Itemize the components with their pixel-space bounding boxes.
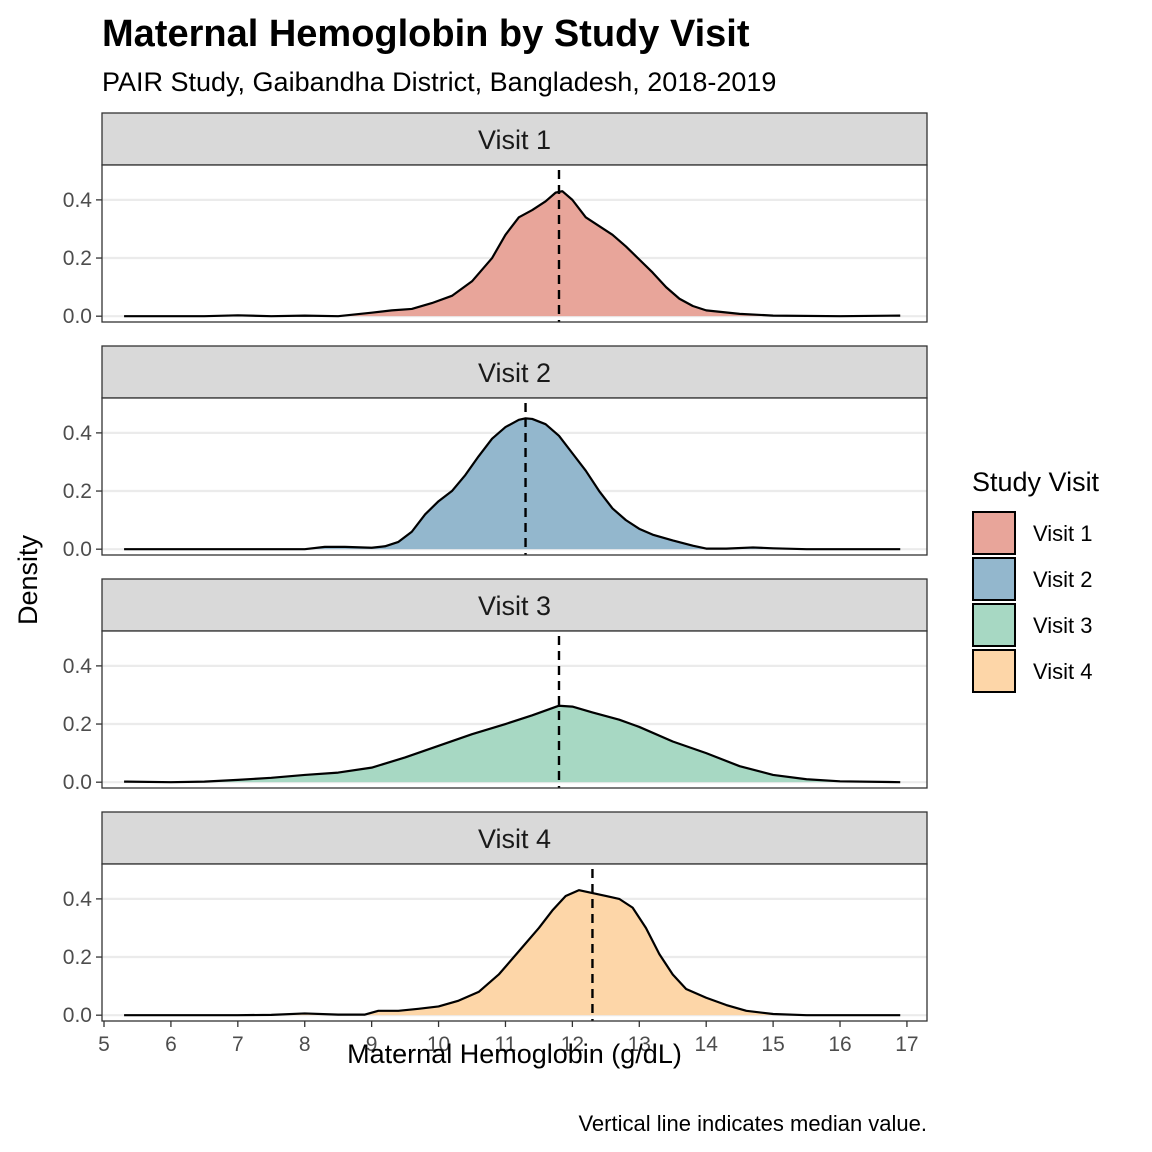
density-line-visit-1 xyxy=(124,190,901,318)
strip-label-visit-4: Visit 4 xyxy=(478,824,551,854)
x-tick-label: 11 xyxy=(495,1033,517,1056)
legend: Visit 1 Visit 2 Visit 3 Visit 4 xyxy=(972,511,1093,693)
density-area-visit-3 xyxy=(124,705,901,783)
density-line-visit-4 xyxy=(124,889,901,1017)
x-tick-label: 9 xyxy=(366,1033,378,1056)
chart-subtitle: PAIR Study, Gaibandha District, Banglade… xyxy=(102,67,776,97)
strip-label-visit-2: Visit 2 xyxy=(478,358,551,388)
density-line-visit-2 xyxy=(124,417,901,551)
y-tick-label-visit-2: 0.0 xyxy=(63,538,92,561)
x-tick-label: 14 xyxy=(695,1033,719,1056)
x-axis-title: Maternal Hemoglobin (g/dL) xyxy=(347,1039,682,1069)
panel-border-visit-1 xyxy=(101,164,928,323)
y-tick-label-visit-2: 0.4 xyxy=(63,422,93,445)
density-area-visit-2 xyxy=(124,418,901,550)
panel-border-visit-4 xyxy=(101,863,928,1022)
x-tick-label: 10 xyxy=(427,1033,450,1056)
x-tick-label: 15 xyxy=(761,1033,784,1056)
density-area-visit-1 xyxy=(124,191,901,317)
legend-key-visit-1 xyxy=(972,511,1016,555)
x-tick-label: 12 xyxy=(561,1033,584,1056)
y-tick-label-visit-4: 0.2 xyxy=(63,946,92,969)
x-axis: 5 6 7 8 9 10 11 12 13 14 15 16 17 xyxy=(98,1021,919,1056)
y-tick-label-visit-1: 0.4 xyxy=(63,189,93,212)
legend-title: Study Visit xyxy=(972,467,1100,497)
x-tick-label: 7 xyxy=(232,1033,244,1056)
y-tick-label-visit-4: 0.4 xyxy=(63,888,93,911)
legend-label-visit-1: Visit 1 xyxy=(1033,521,1093,546)
y-tick-label-visit-1: 0.2 xyxy=(63,247,92,270)
strip-visit-1 xyxy=(101,112,928,166)
strip-label-visit-1: Visit 1 xyxy=(478,125,551,155)
x-tick-label: 6 xyxy=(165,1033,177,1056)
facet-panels: Visit 1 0.0 0.2 0.4 Visit 2 0.0 0.2 0.4 Visit 3 0… xyxy=(63,112,928,1027)
x-tick-label: 16 xyxy=(828,1033,851,1056)
density-line-visit-3 xyxy=(124,704,901,784)
y-tick-label-visit-3: 0.4 xyxy=(63,655,93,678)
panel-visit-4: Visit 4 0.0 0.2 0.4 xyxy=(63,811,928,1027)
chart-title: Maternal Hemoglobin by Study Visit xyxy=(102,13,750,55)
legend-label-visit-3: Visit 3 xyxy=(1033,613,1093,638)
panel-border-visit-2 xyxy=(101,397,928,556)
chart-caption: Vertical line indicates median value. xyxy=(578,1111,927,1136)
legend-key-visit-3 xyxy=(972,603,1016,647)
strip-visit-3 xyxy=(101,578,928,632)
panel-visit-3: Visit 3 0.0 0.2 0.4 xyxy=(63,578,928,794)
legend-label-visit-4: Visit 4 xyxy=(1033,659,1093,684)
density-area-visit-4 xyxy=(124,890,901,1016)
panel-visit-1: Visit 1 0.0 0.2 0.4 xyxy=(63,112,928,328)
legend-label-visit-2: Visit 2 xyxy=(1033,567,1093,592)
y-tick-label-visit-3: 0.2 xyxy=(63,713,92,736)
panel-visit-2: Visit 2 0.0 0.2 0.4 xyxy=(63,345,928,561)
panel-border-visit-3 xyxy=(101,630,928,789)
y-tick-label-visit-4: 0.0 xyxy=(63,1004,92,1027)
legend-key-visit-4 xyxy=(972,649,1016,693)
legend-key-visit-2 xyxy=(972,557,1016,601)
x-tick-label: 13 xyxy=(628,1033,651,1056)
y-tick-label-visit-1: 0.0 xyxy=(63,305,92,328)
strip-visit-4 xyxy=(101,811,928,865)
strip-label-visit-3: Visit 3 xyxy=(478,591,551,621)
x-tick-label: 8 xyxy=(299,1033,311,1056)
x-tick-label: 5 xyxy=(98,1033,110,1056)
x-tick-label: 17 xyxy=(895,1033,918,1056)
strip-visit-2 xyxy=(101,345,928,399)
y-tick-label-visit-2: 0.2 xyxy=(63,480,92,503)
y-axis-title: Density xyxy=(13,534,43,625)
y-tick-label-visit-3: 0.0 xyxy=(63,771,92,794)
